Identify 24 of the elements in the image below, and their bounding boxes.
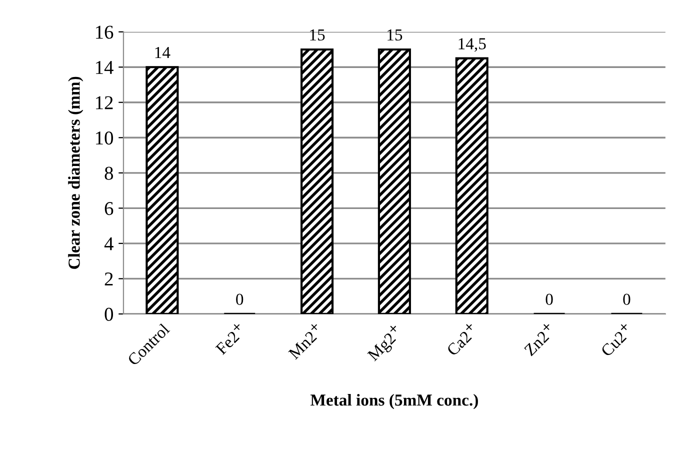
- data-label: 14,5: [458, 38, 486, 52]
- x-tick-label: Mn2$^{+}$: [286, 322, 324, 360]
- y-tick-label: 16: [96, 26, 114, 39]
- data-label: 0: [236, 294, 244, 306]
- y-tick-label: 8: [104, 166, 114, 180]
- y-axis-title: Clear zone diameters (mm): [68, 76, 84, 269]
- x-tick-label: Cu2$^{+}$: [598, 322, 634, 358]
- data-label: 14: [155, 47, 170, 58]
- y-tick-label: 12: [96, 96, 113, 110]
- y-tick-label: 6: [104, 202, 114, 216]
- data-label: 0: [546, 294, 553, 306]
- data-label: 15: [310, 29, 325, 41]
- y-tick-label: 14: [96, 61, 114, 74]
- y-tick-label: 4: [104, 237, 114, 250]
- x-tick-label: Mg2$^{+}$: [365, 324, 406, 364]
- x-tick-label: Fe2$^{+}$: [213, 322, 247, 356]
- x-tick-label: Zn2$^{+}$: [522, 322, 556, 356]
- y-tick-label: 10: [96, 131, 114, 145]
- data-label: 15: [388, 29, 402, 41]
- x-axis-title: Metal ions (5mM conc.): [310, 394, 478, 410]
- y-tick-label: 2: [104, 272, 113, 286]
- x-tick-label: Ca2$^{+}$: [444, 322, 479, 356]
- y-tick-label: 0: [104, 308, 114, 321]
- data-label: 0: [623, 294, 630, 306]
